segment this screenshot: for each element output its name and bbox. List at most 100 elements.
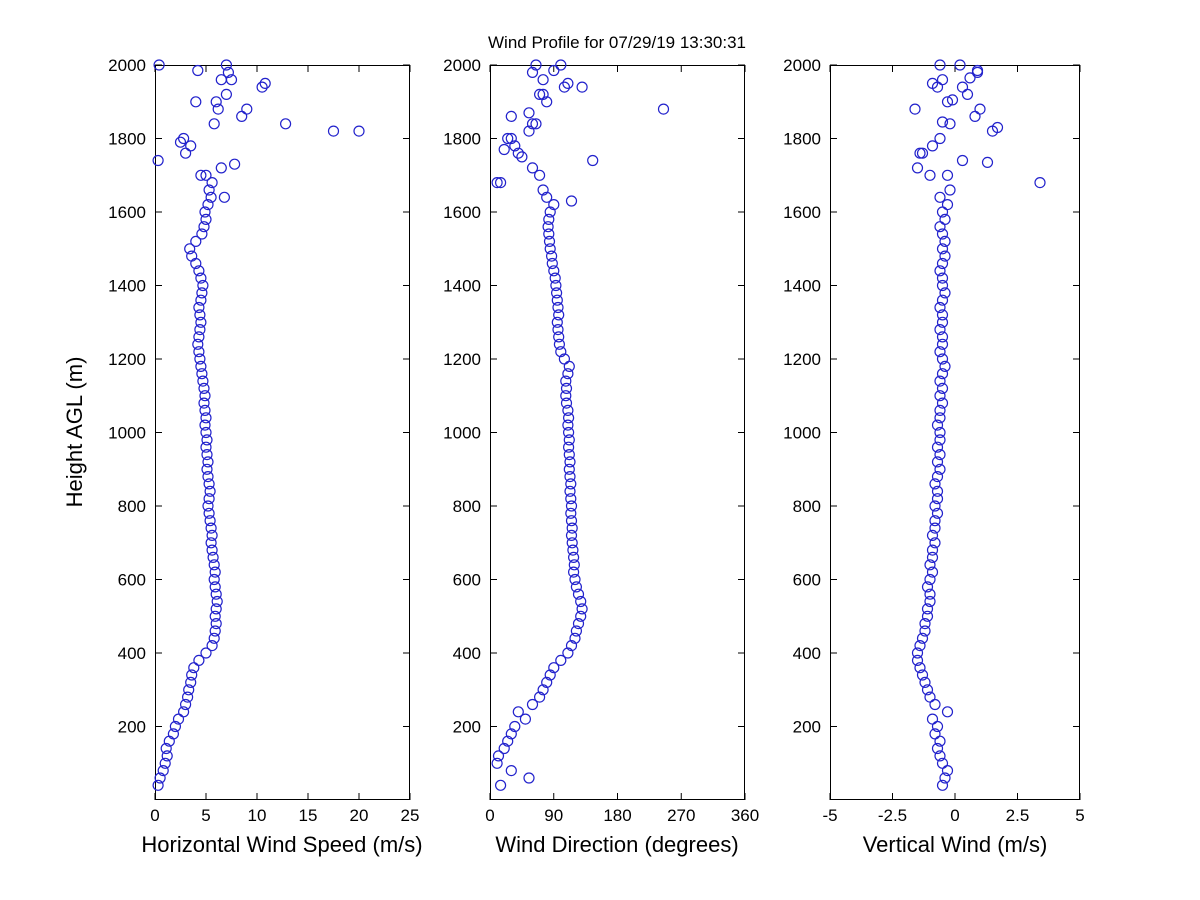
scatter-point: [523, 125, 535, 137]
y-tick-label: 1000: [108, 424, 146, 443]
scatter-point: [192, 338, 204, 350]
scatter-point: [218, 191, 231, 203]
scatter-point: [934, 375, 946, 387]
scatter-point: [184, 243, 196, 255]
scatter-point: [934, 412, 946, 424]
scatter-point: [936, 382, 949, 394]
scatter-point: [939, 360, 951, 372]
scatter-point: [548, 265, 560, 277]
scatter-point: [929, 537, 941, 549]
scatter-point: [936, 338, 949, 350]
scatter-point: [196, 228, 208, 240]
scatter-point: [195, 272, 207, 284]
scatter-point: [914, 639, 926, 652]
scatter-point: [936, 257, 949, 270]
scatter-point: [941, 199, 954, 211]
data-points: [909, 59, 1046, 791]
scatter-point: [565, 507, 577, 519]
scatter-point: [195, 169, 207, 181]
scatter-point: [919, 617, 931, 630]
scatter-point: [570, 581, 583, 593]
scatter-point: [152, 779, 164, 791]
scatter-point: [914, 147, 926, 159]
scatter-point: [491, 176, 503, 189]
scatter-point: [934, 750, 946, 762]
scatter-point: [934, 426, 946, 439]
scatter-point: [195, 316, 207, 328]
scatter-point: [564, 485, 576, 497]
horizontal-wind-speed-plot: 0 5 10 15 20 25 200 400 600 800 1000 1200 1400 1600 18…: [108, 56, 419, 825]
scatter-point: [560, 397, 573, 409]
scatter-point: [167, 728, 179, 740]
scatter-point: [505, 132, 517, 145]
scatter-point: [919, 625, 931, 637]
scatter-point: [180, 698, 192, 711]
scatter-point: [575, 595, 587, 608]
scatter-point: [552, 324, 564, 336]
scatter-point: [936, 316, 949, 328]
scatter-point: [936, 294, 949, 306]
scatter-point: [206, 639, 218, 652]
scatter-point: [537, 88, 549, 100]
scatter-point: [558, 81, 571, 93]
scatter-point: [565, 493, 577, 505]
scatter-point: [548, 199, 560, 211]
x-tick-label: 180: [603, 806, 631, 825]
scatter-point: [542, 221, 554, 233]
scatter-point: [931, 419, 944, 431]
scatter-point: [934, 265, 946, 277]
scatter-point: [551, 294, 563, 306]
scatter-point: [936, 228, 949, 240]
scatter-point: [530, 118, 542, 130]
scatter-point: [956, 81, 969, 93]
scatter-point: [563, 463, 575, 475]
scatter-point: [944, 118, 956, 130]
y-tick-label: 1800: [443, 130, 481, 149]
scatter-point: [560, 390, 572, 402]
scatter-point: [201, 434, 213, 446]
scatter-point: [236, 110, 248, 123]
scatter-point: [934, 404, 946, 416]
scatter-point: [934, 301, 946, 314]
scatter-point: [502, 735, 514, 747]
scatter-point: [199, 206, 211, 218]
y-tick-label: 2000: [443, 56, 481, 75]
scatter-point: [562, 647, 574, 659]
scatter-point: [576, 81, 588, 93]
scatter-point: [215, 162, 227, 174]
scatter-point: [564, 456, 576, 468]
scatter-point: [206, 176, 218, 189]
scatter-point: [939, 287, 951, 299]
scatter-point: [181, 691, 194, 703]
x-ticks: 0 5 10 15 20 25: [150, 65, 419, 825]
scatter-point: [509, 720, 521, 733]
scatter-point: [210, 588, 222, 600]
scatter-point: [550, 279, 562, 292]
y-tick-label: 600: [453, 571, 481, 590]
scatter-point: [981, 156, 994, 169]
scatter-point: [931, 485, 944, 497]
scatter-point: [924, 595, 936, 608]
scatter-point: [207, 551, 219, 563]
scatter-point: [550, 287, 563, 299]
x-tick-label: 90: [544, 806, 563, 825]
x-ticks: 0 90 180 270 360: [485, 65, 759, 825]
scatter-point: [209, 581, 221, 593]
y-tick-label: 400: [453, 644, 481, 663]
scatter-point: [196, 287, 208, 299]
scatter-point: [188, 662, 200, 674]
scatter-point: [185, 676, 197, 689]
scatter-point: [512, 706, 524, 718]
scatter-point: [954, 59, 966, 71]
scatter-point: [934, 324, 946, 336]
scatter-point: [505, 764, 517, 777]
scatter-point: [209, 625, 221, 637]
scatter-point: [567, 544, 579, 556]
scatter-point: [203, 184, 215, 196]
scatter-point: [562, 368, 574, 380]
scatter-point: [548, 64, 560, 77]
y-tick-label: 1000: [783, 424, 821, 443]
x-tick-label: 270: [667, 806, 695, 825]
scatter-point: [916, 147, 929, 159]
scatter-point: [916, 632, 929, 644]
